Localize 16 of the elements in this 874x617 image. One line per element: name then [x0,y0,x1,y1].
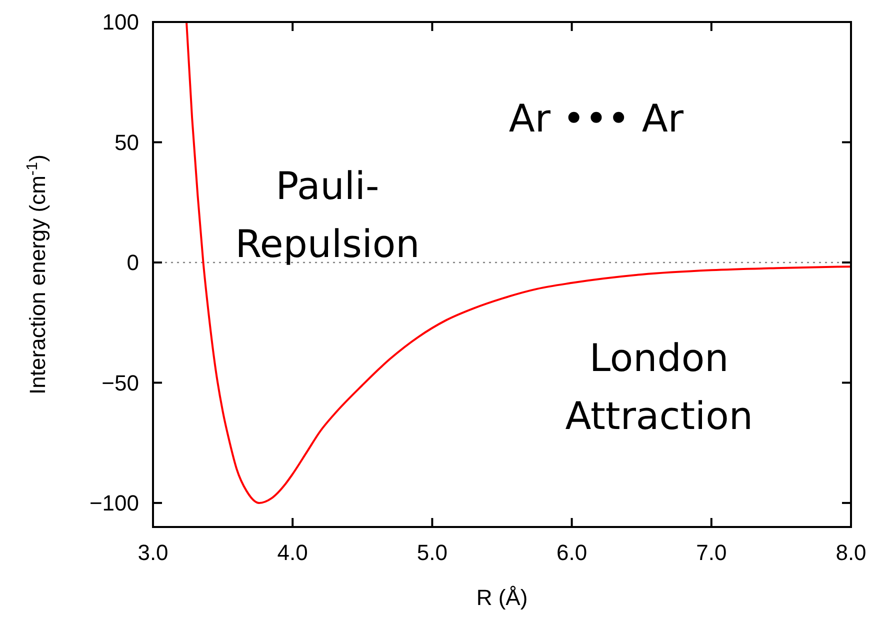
x-tick-label: 4.0 [277,540,308,565]
y-tick-label: 50 [114,130,139,155]
annotation: Ar ••• Ar [508,96,684,140]
y-tick-label: −50 [102,370,139,396]
x-tick-label: 8.0 [836,540,866,565]
y-tick-label: −100 [89,490,139,516]
annotation: Pauli- Repulsion [235,164,420,266]
y-tick-label: 0 [126,250,139,276]
y-tick-label: 100 [102,10,139,35]
x-tick-label: 3.0 [138,540,168,565]
line-series [186,22,851,504]
annotation: London Attraction [565,336,753,438]
x-tick-label: 6.0 [556,540,588,565]
x-tick-label: 5.0 [416,540,448,565]
x-axis-title: R (Å) [476,585,528,610]
x-tick-label: 7.0 [696,540,727,565]
